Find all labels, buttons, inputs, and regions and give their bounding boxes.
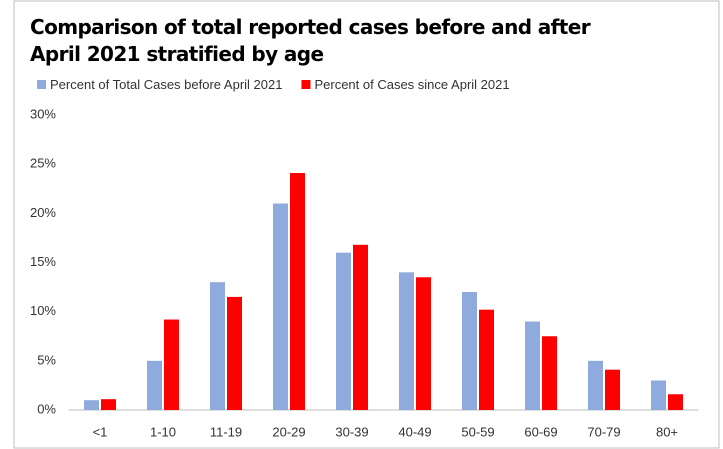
bar: [399, 272, 414, 410]
y-tick-label: 10%: [30, 303, 56, 318]
y-tick-label: 20%: [30, 205, 56, 220]
bar: [147, 360, 162, 410]
bar: [651, 380, 666, 410]
bar: [588, 360, 603, 410]
bar: [84, 400, 99, 410]
legend-swatch: [301, 80, 311, 89]
x-tick-label: 80+: [656, 424, 678, 439]
legend-swatch: [37, 80, 46, 89]
y-tick-label: 15%: [30, 254, 56, 269]
x-tick-label: 1-10: [150, 424, 176, 439]
x-tick-label: 20-29: [272, 424, 305, 439]
y-tick-label: 5%: [37, 352, 56, 367]
bar: [542, 336, 557, 410]
x-tick-label: 11-19: [210, 424, 242, 439]
legend-label: Percent of Cases since April 2021: [314, 77, 509, 92]
y-tick-label: 0%: [37, 401, 56, 416]
x-tick-label: 30-39: [335, 424, 368, 439]
bar: [336, 252, 351, 410]
chart-title: Comparison of total reported cases befor…: [30, 15, 591, 66]
bar: [479, 309, 494, 410]
bar: [101, 399, 116, 410]
bar: [462, 292, 477, 410]
bar: [353, 244, 368, 410]
bar: [605, 369, 620, 410]
bar: [210, 282, 225, 410]
legend-label: Percent of Total Cases before April 2021: [50, 77, 282, 92]
x-tick-label: 50-59: [461, 424, 494, 439]
bar: [668, 394, 683, 410]
bar: [525, 321, 540, 410]
y-tick-label: 25%: [30, 156, 56, 171]
bar: [273, 203, 288, 410]
bar: [227, 296, 242, 410]
bar: [164, 319, 179, 410]
chart-border: [13, 0, 720, 449]
x-tick-label: 60-69: [524, 424, 557, 439]
y-tick-label: 30%: [30, 106, 56, 121]
x-tick-label: 40-49: [398, 424, 431, 439]
x-tick-label: 70-79: [587, 424, 620, 439]
bar: [416, 277, 431, 410]
x-tick-label: <1: [93, 424, 108, 439]
bar: [290, 173, 305, 410]
